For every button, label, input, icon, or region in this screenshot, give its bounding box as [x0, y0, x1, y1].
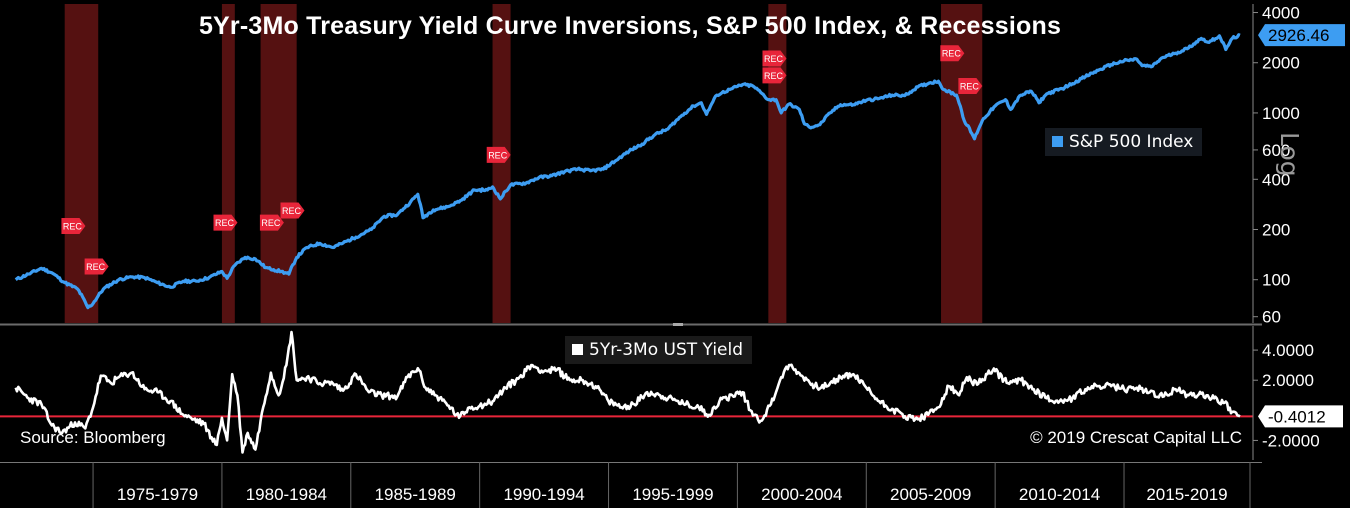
yield-y-axis: 4.0000 2.0000 -2.0000 -0.4012	[1252, 326, 1343, 460]
recession-band-0	[64, 4, 99, 323]
sp500-tick-label-6: 2000	[1262, 54, 1300, 73]
rec-marker-shape	[958, 78, 983, 95]
rec-marker-label: REC	[261, 218, 281, 228]
rec-marker-shape	[280, 202, 305, 219]
rec-marker-label: REC	[488, 150, 508, 160]
x-tick-label-6: 2005-2009	[890, 485, 971, 504]
sp500-last-value: 2926.46	[1268, 26, 1329, 45]
rec-marker-1: REC	[84, 258, 109, 275]
x-tick-label-2: 1985-1989	[375, 485, 456, 504]
rec-marker-shape	[61, 217, 86, 234]
x-tick-label-7: 2010-2014	[1019, 485, 1100, 504]
rec-marker-0: REC	[61, 217, 86, 234]
rec-marker-label: REC	[960, 82, 980, 92]
sp500-tick-label-4: 600	[1262, 141, 1290, 160]
recession-bands	[64, 4, 983, 323]
legend-yield[interactable]: 5Yr-3Mo UST Yield	[565, 336, 753, 364]
panel-divider[interactable]	[0, 323, 1262, 326]
rec-marker-label: REC	[282, 206, 302, 216]
rec-marker-shape	[84, 258, 109, 275]
rec-marker-shape	[762, 67, 787, 84]
rec-marker-label: REC	[63, 221, 83, 231]
sp500-tick-label-7: 4000	[1262, 4, 1300, 23]
sp500-last-value-badge: 2926.46	[1258, 24, 1345, 47]
x-axis: 1975-1979 1980-1984 1985-1989 1990-1994 1995…	[0, 462, 1262, 508]
yield-spread-line	[14, 330, 1241, 454]
sp500-tick-label-3: 400	[1262, 170, 1290, 189]
rec-marker-4: REC	[280, 202, 305, 219]
rec-marker-shape	[940, 45, 965, 62]
rec-marker-5: REC	[486, 146, 511, 163]
sp500-line	[14, 33, 1241, 310]
sp500-tick-label-1: 100	[1262, 271, 1290, 290]
yield-last-value: -0.4012	[1268, 407, 1326, 426]
legend-label-yield: 5Yr-3Mo UST Yield	[589, 340, 744, 360]
recession-band-1	[221, 4, 235, 323]
legend-swatch-blue	[1052, 136, 1063, 147]
sp500-last-value-bg	[1258, 24, 1345, 47]
legend-swatch-white	[572, 344, 583, 355]
rec-marker-8: REC	[940, 45, 965, 62]
sp500-tick-label-0: 60	[1262, 308, 1281, 327]
recession-band-4	[768, 4, 787, 323]
x-tick-label-8: 2015-2019	[1146, 485, 1227, 504]
panel-divider-handle	[673, 323, 683, 326]
chart-title: 5Yr-3Mo Treasury Yield Curve Inversions,…	[198, 12, 1062, 40]
rec-marker-shape	[259, 214, 284, 231]
rec-marker-label: REC	[764, 54, 784, 64]
x-tick-label-3: 1990-1994	[503, 485, 584, 504]
rec-marker-7: REC	[762, 67, 787, 84]
sp500-y-axis: 60 100 200 400 600 1000 2000 4000 2926.46	[1252, 4, 1345, 327]
source-note: Source: Bloomberg	[20, 428, 166, 447]
sp500-tick-label-2: 200	[1262, 220, 1290, 239]
rec-marker-9: REC	[958, 78, 983, 95]
x-tick-label-0: 1975-1979	[117, 485, 198, 504]
recession-band-3	[492, 4, 511, 323]
x-tick-label-4: 1995-1999	[632, 485, 713, 504]
yield-tick-label-2: -2.0000	[1262, 431, 1320, 450]
rec-marker-label: REC	[764, 71, 784, 81]
rec-marker-label: REC	[86, 262, 106, 272]
yield-spread-line-group	[14, 330, 1241, 454]
sp500-tick-label-5: 1000	[1262, 104, 1300, 123]
x-tick-label-1: 1980-1984	[246, 485, 327, 504]
rec-marker-label: REC	[942, 49, 962, 59]
yield-tick-label-1: 2.0000	[1262, 371, 1314, 390]
log-scale-label: Log	[1275, 132, 1304, 177]
rec-marker-shape	[762, 50, 787, 67]
yield-last-value-badge: -0.4012	[1258, 405, 1343, 428]
rec-marker-6: REC	[762, 50, 787, 67]
recession-band-2	[260, 4, 297, 323]
rec-marker-3: REC	[259, 214, 284, 231]
rec-marker-2: REC	[213, 214, 238, 231]
yield-tick-label-0: 4.0000	[1262, 341, 1314, 360]
legend-label-sp500: S&P 500 Index	[1069, 132, 1194, 152]
rec-marker-shape	[486, 146, 511, 163]
yield-last-value-bg	[1258, 405, 1343, 428]
x-tick-label-5: 2000-2004	[761, 485, 842, 504]
sp500-line-group	[14, 33, 1241, 310]
rec-marker-label: REC	[215, 218, 235, 228]
legend-sp500[interactable]: S&P 500 Index	[1045, 128, 1203, 156]
rec-marker-shape	[213, 214, 238, 231]
copyright-note: © 2019 Crescat Capital LLC	[1030, 428, 1242, 447]
